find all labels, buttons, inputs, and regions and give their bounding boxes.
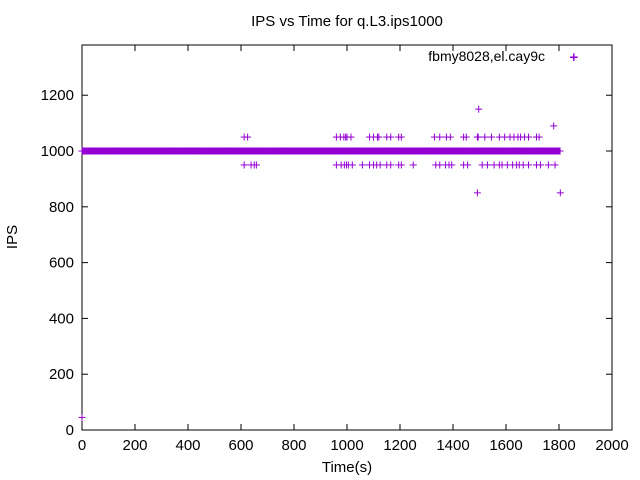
y-tick-label: 400 xyxy=(49,310,74,327)
data-point xyxy=(535,133,543,141)
data-point xyxy=(252,161,260,169)
data-point xyxy=(436,133,444,141)
y-axis-label: IPS xyxy=(4,225,21,249)
data-point xyxy=(550,122,558,130)
y-tick-label: 0 xyxy=(66,422,74,439)
x-tick-label: 2000 xyxy=(595,437,628,454)
data-point xyxy=(464,161,472,169)
data-point xyxy=(376,161,384,169)
data-point xyxy=(446,133,454,141)
x-tick-label: 1200 xyxy=(383,437,416,454)
data-point xyxy=(483,161,491,169)
x-axis: 0 200 400 600 800 1000 1200 1400 1600 1800 2000 xyxy=(78,45,629,454)
data-point xyxy=(536,161,544,169)
y-tick-label: 1000 xyxy=(41,143,74,160)
data-point xyxy=(375,133,383,141)
x-tick-label: 1600 xyxy=(489,437,522,454)
legend-label: fbmy8028,el.cay9c xyxy=(428,48,545,64)
data-point xyxy=(387,133,395,141)
data-point xyxy=(556,147,564,155)
data-point xyxy=(487,133,495,141)
data-point xyxy=(475,105,483,113)
series-baseline xyxy=(78,147,564,155)
data-point xyxy=(551,161,559,169)
y-tick-label: 1200 xyxy=(41,87,74,104)
data-point xyxy=(525,161,533,169)
data-point xyxy=(397,133,405,141)
y-tick-label: 800 xyxy=(49,199,74,216)
y-axis: 0 200 400 600 800 1000 1200 xyxy=(41,87,612,439)
data-point xyxy=(481,133,489,141)
x-tick-label: 1800 xyxy=(542,437,575,454)
data-point xyxy=(448,161,456,169)
data-point xyxy=(473,189,481,197)
x-tick-label: 600 xyxy=(228,437,253,454)
plot-frame xyxy=(81,44,613,431)
y-tick-label: 600 xyxy=(49,255,74,272)
x-tick-label: 1400 xyxy=(436,437,469,454)
data-point xyxy=(78,413,86,421)
x-tick-label: 0 xyxy=(78,437,86,454)
legend: fbmy8028,el.cay9c xyxy=(428,48,578,64)
data-point xyxy=(409,161,417,169)
data-point xyxy=(397,161,405,169)
data-point xyxy=(462,133,470,141)
x-tick-label: 400 xyxy=(175,437,200,454)
data-point xyxy=(240,161,248,169)
data-point xyxy=(525,133,533,141)
series-points xyxy=(78,54,578,421)
data-point xyxy=(544,161,552,169)
x-tick-label: 800 xyxy=(281,437,306,454)
data-point xyxy=(244,133,252,141)
data-point xyxy=(348,161,356,169)
chart-title: IPS vs Time for q.L3.ips1000 xyxy=(251,13,443,30)
x-tick-label: 200 xyxy=(122,437,147,454)
x-axis-label: Time(s) xyxy=(322,459,372,476)
x-tick-label: 1000 xyxy=(330,437,363,454)
y-tick-label: 200 xyxy=(49,366,74,383)
data-point xyxy=(347,133,355,141)
data-point xyxy=(473,133,481,141)
data-point xyxy=(556,189,564,197)
data-point xyxy=(387,161,395,169)
data-point xyxy=(358,161,366,169)
